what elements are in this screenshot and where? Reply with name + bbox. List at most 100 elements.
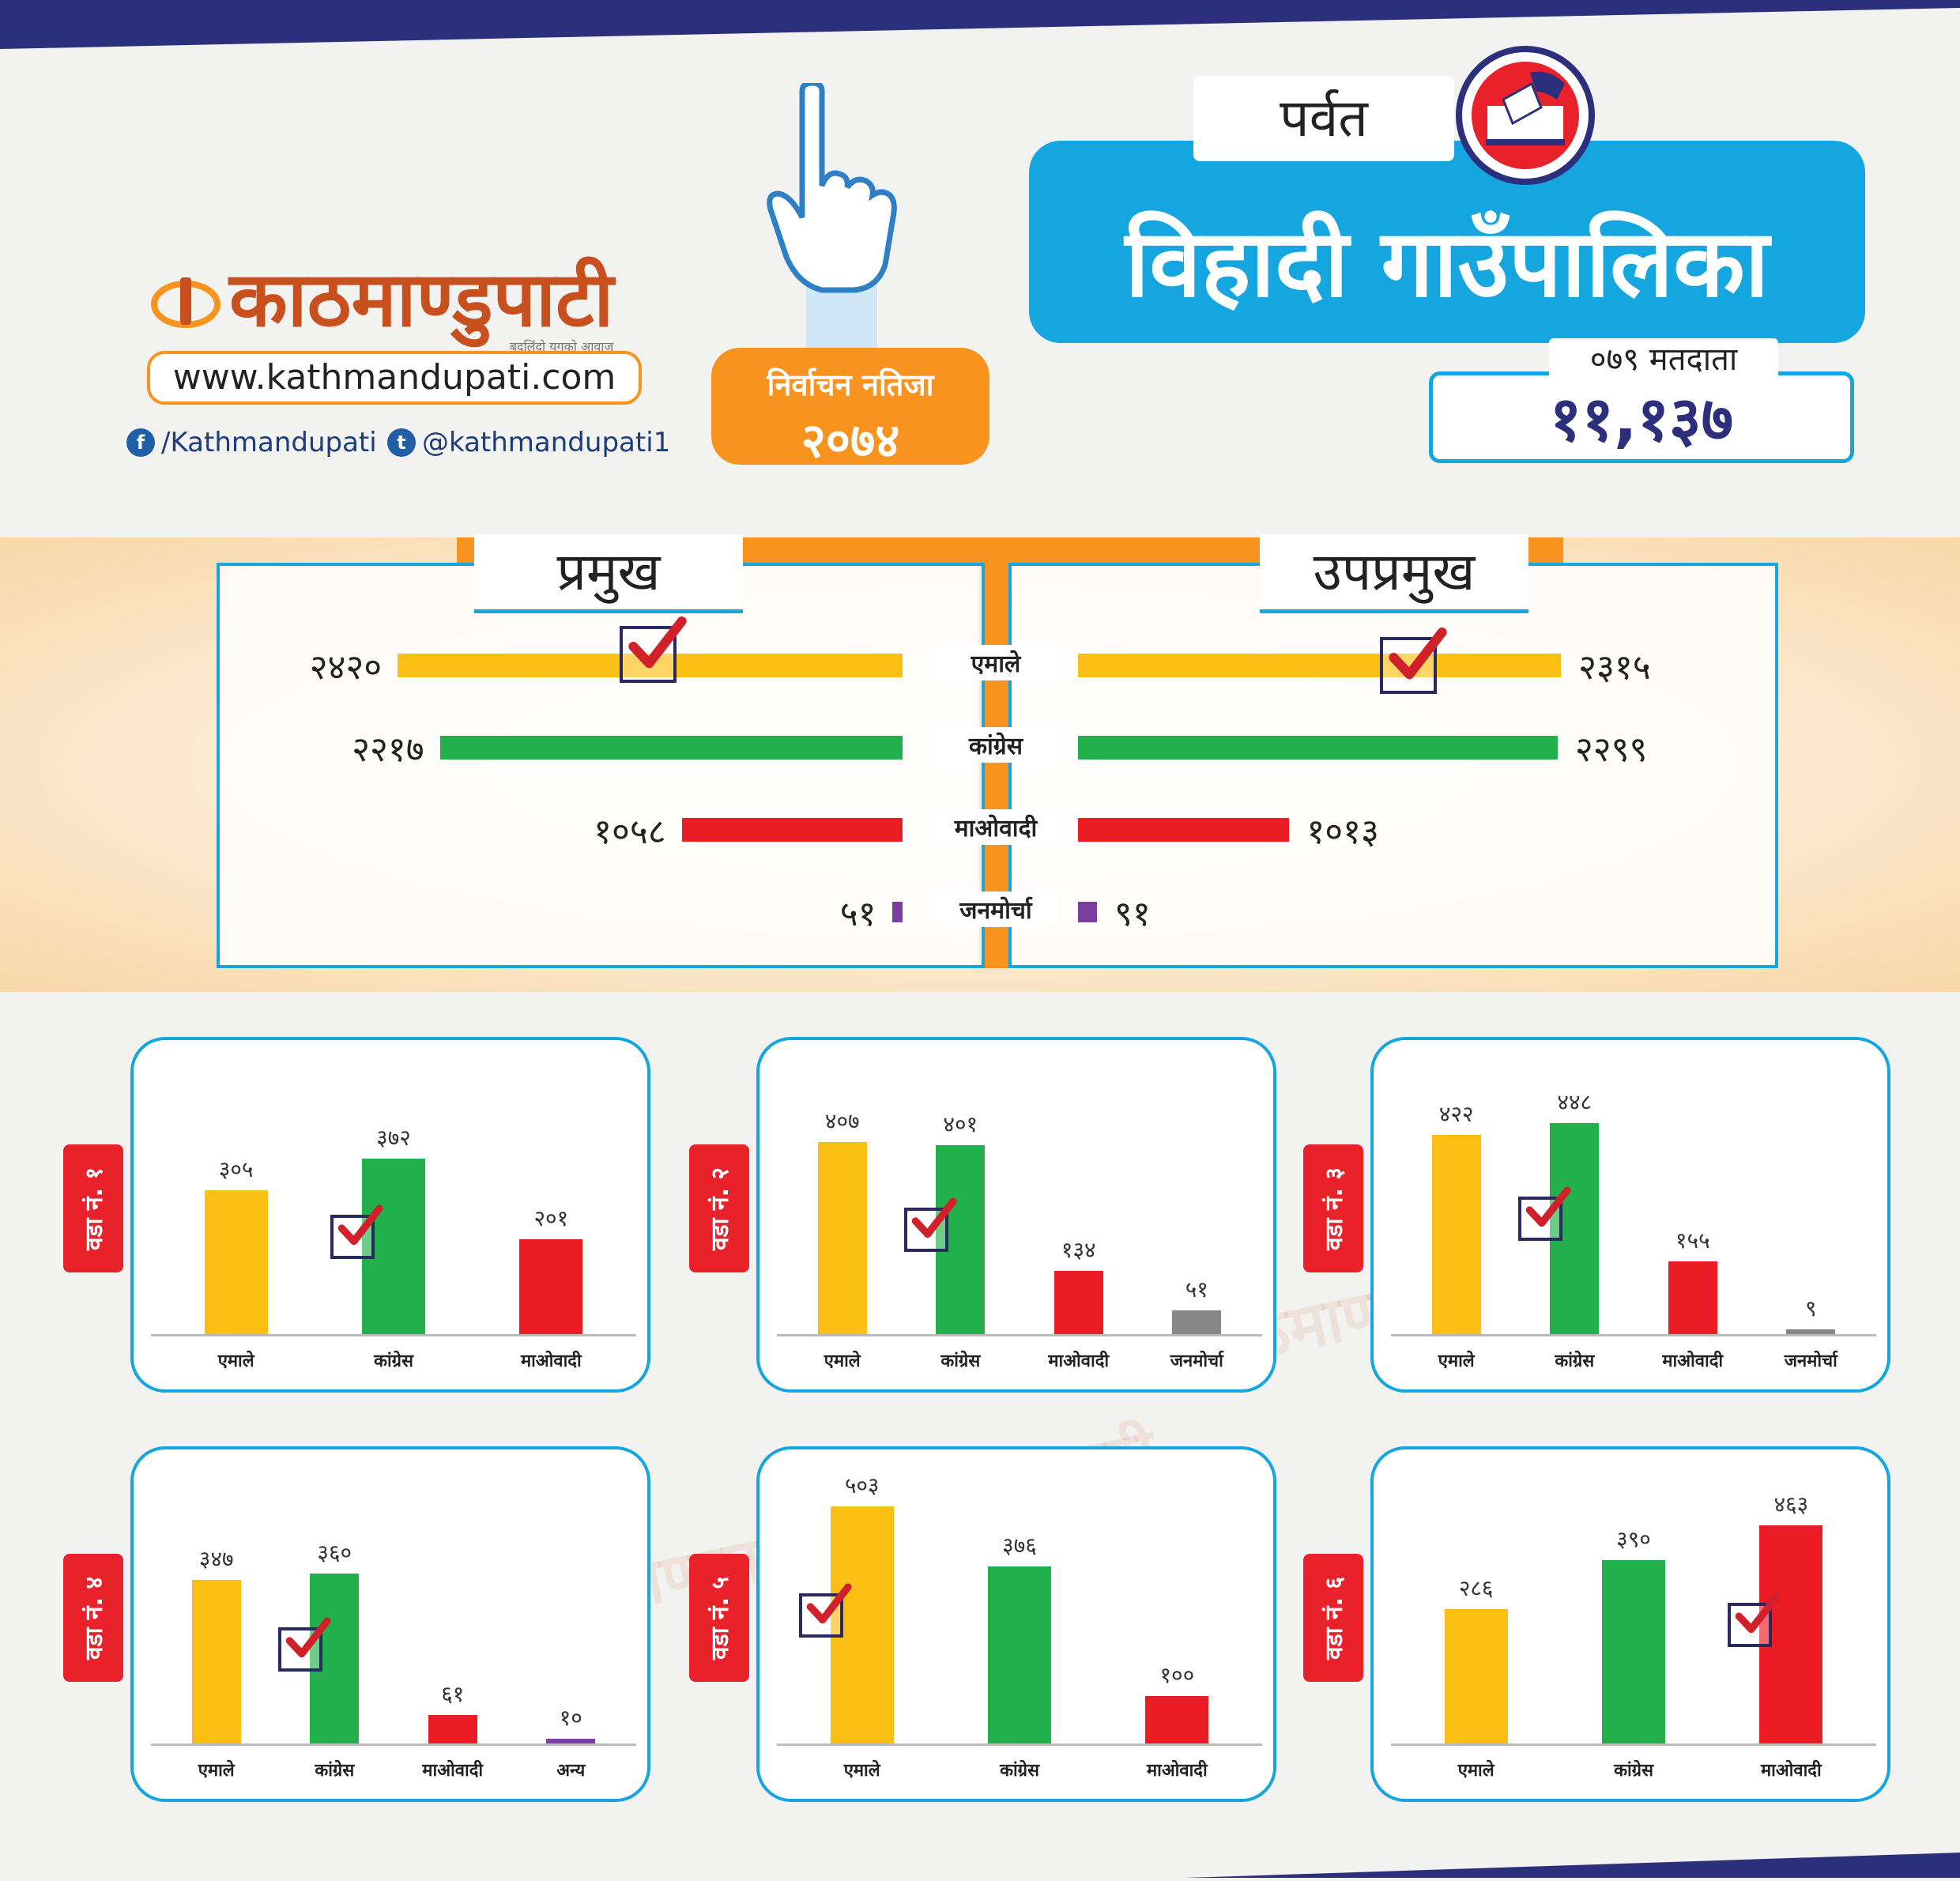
brand-logo: काठमाण्डुपाटी बदलिंदो युगको आवाज xyxy=(150,245,613,355)
ward-bar-value: ३४७ xyxy=(198,1546,234,1573)
upapramukh-bar xyxy=(1078,654,1562,677)
ward-bar xyxy=(1172,1310,1222,1334)
ward-winner-checkbox xyxy=(278,1617,331,1672)
ward-category-label: माओवादी xyxy=(422,1761,484,1781)
ward-tag-label: वडा नं. ५ xyxy=(707,1576,735,1660)
ward-category-label: कांग्रेस xyxy=(1000,1761,1039,1781)
ward-bar xyxy=(546,1739,596,1743)
checkmark-icon xyxy=(337,1204,383,1246)
pramukh-value: २२१७ xyxy=(352,729,424,770)
upapramukh-value: १०१३ xyxy=(1306,812,1379,852)
facebook-icon: f xyxy=(126,428,155,457)
upapramukh-bar xyxy=(1078,818,1290,842)
ward-bar-value: ५१ xyxy=(1185,1276,1208,1302)
ward-bar xyxy=(1668,1261,1717,1334)
ward-bar xyxy=(1444,1608,1508,1743)
ward-bar-value: १३४ xyxy=(1061,1237,1096,1264)
ward-category-label: एमाले xyxy=(1438,1351,1475,1371)
ward-bar-value: ४२२ xyxy=(1438,1101,1474,1128)
pramukh-bar xyxy=(439,736,903,760)
logo-text: काठमाण्डुपाटी xyxy=(229,255,614,344)
election-result-badge: निर्वाचन नतिजा २०७४ xyxy=(711,348,989,469)
ward-bar xyxy=(191,1580,241,1743)
municipality-banner: विहादी गाउँपालिका xyxy=(1029,141,1865,343)
ward-winner-checkbox xyxy=(798,1583,852,1638)
ward-tag-label: वडा नं. १ xyxy=(81,1167,109,1250)
ward-bar-value: ४६३ xyxy=(1773,1491,1809,1517)
pramukh-value: २४२० xyxy=(309,647,383,688)
checkmark-icon xyxy=(1525,1187,1571,1227)
ward-bar xyxy=(519,1239,583,1334)
checkmark-icon xyxy=(1736,1593,1781,1634)
badge-title: निर्वाचन नतिजा xyxy=(767,368,934,402)
upapramukh-value: २३१५ xyxy=(1578,647,1651,688)
ward-category-label: एमाले xyxy=(1457,1761,1494,1781)
ward-bar xyxy=(1431,1135,1481,1334)
ward-bar-value: २८६ xyxy=(1458,1574,1494,1601)
ward-tag: वडा नं. २ xyxy=(689,1144,749,1272)
ward-bar xyxy=(204,1190,268,1334)
ballot-box-icon xyxy=(1456,46,1595,185)
municipality-name: विहादी गाउँपालिका xyxy=(1125,209,1770,318)
ward-bar xyxy=(428,1714,477,1743)
checkmark-icon xyxy=(1389,628,1447,680)
ward-bar xyxy=(1786,1329,1836,1334)
ward-category-label: माओवादी xyxy=(520,1351,582,1371)
party-label: एमाले xyxy=(934,645,1057,680)
facebook-handle: /Kathmandupati xyxy=(161,427,377,458)
ward-category-label: माओवादी xyxy=(1048,1351,1110,1371)
voting-finger-icon xyxy=(767,83,897,352)
ward-bar-value: ३९० xyxy=(1616,1525,1651,1552)
ward-bar-value: १५५ xyxy=(1675,1227,1710,1253)
ward-bar xyxy=(310,1574,360,1743)
ward-panel: ५०३ एमाले ३७६ कांग्रेस १०० माओवादी xyxy=(756,1446,1276,1802)
twitter-icon: t xyxy=(387,428,416,457)
pramukh-bar xyxy=(681,818,903,842)
ward-category-label: माओवादी xyxy=(1760,1761,1822,1781)
party-label: कांग्रेस xyxy=(934,727,1057,763)
website-url[interactable]: www.kathmandupati.com xyxy=(147,351,642,405)
ward-bar-value: ३०५ xyxy=(218,1156,254,1183)
facebook-link[interactable]: f /Kathmandupati xyxy=(126,427,377,458)
ward-bar xyxy=(817,1142,867,1334)
upapramukh-panel xyxy=(1008,563,1778,968)
ward-bar-value: ४०१ xyxy=(943,1110,978,1137)
ward-bar-value: ३७६ xyxy=(1002,1532,1037,1559)
pramukh-panel xyxy=(217,563,985,968)
party-label: जनमोर्चा xyxy=(934,891,1057,927)
upapramukh-value: ९१ xyxy=(1114,894,1151,934)
upapramukh-bar xyxy=(1078,902,1098,922)
district-name: पर्वत xyxy=(1280,88,1368,149)
ward-bar-value: ९ xyxy=(1804,1295,1817,1321)
twitter-link[interactable]: t @kathmandupati1 xyxy=(387,427,670,458)
upapramukh-value: २२९९ xyxy=(1574,729,1648,770)
logo-tagline: बदलिंदो युगको आवाज xyxy=(509,339,614,354)
ward-panel: ४०७ एमाले ४०१ कांग्रेस १३४ माओवादी ५१ जनमोर्चा xyxy=(756,1037,1276,1393)
checkmark-icon xyxy=(911,1198,957,1238)
pramukh-value: १०५८ xyxy=(594,812,666,852)
ward-category-label: एमाले xyxy=(217,1351,254,1371)
ward-bar-value: ४४८ xyxy=(1557,1088,1592,1115)
ward-tag-label: वडा नं. ६ xyxy=(1321,1576,1349,1660)
ward-category-label: एमाले xyxy=(843,1761,880,1781)
ward-bar-value: २०१ xyxy=(533,1205,569,1232)
bottom-bar xyxy=(0,1849,1960,1878)
ward-winner-checkbox xyxy=(1728,1593,1781,1647)
ward-bar xyxy=(1602,1559,1665,1743)
ward-panel: ३४७ एमाले ३६० कांग्रेस ६१ माओवादी १० अन्य xyxy=(130,1446,650,1802)
ward-bar-value: ५०३ xyxy=(844,1472,880,1499)
ward-axis-baseline xyxy=(1391,1334,1876,1336)
ward-category-label: एमाले xyxy=(824,1351,861,1371)
ward-category-label: कांग्रेस xyxy=(1555,1351,1595,1371)
voters-count: ११,१३७ xyxy=(1549,384,1734,455)
checkmark-icon xyxy=(806,1583,852,1624)
ward-bar-value: ३७२ xyxy=(376,1125,411,1152)
ward-axis-baseline xyxy=(151,1743,636,1746)
ward-tag: वडा नं. ५ xyxy=(689,1554,749,1682)
ward-bar xyxy=(1054,1271,1103,1334)
ward-panel: २८६ एमाले ३९० कांग्रेस ४६३ माओवादी xyxy=(1370,1446,1890,1802)
ward-category-label: कांग्रेस xyxy=(1614,1761,1653,1781)
ward-tag-label: वडा नं. ३ xyxy=(1321,1167,1349,1250)
ward-bar-value: ६१ xyxy=(441,1680,465,1707)
ward-tag: वडा नं. ४ xyxy=(63,1554,123,1682)
